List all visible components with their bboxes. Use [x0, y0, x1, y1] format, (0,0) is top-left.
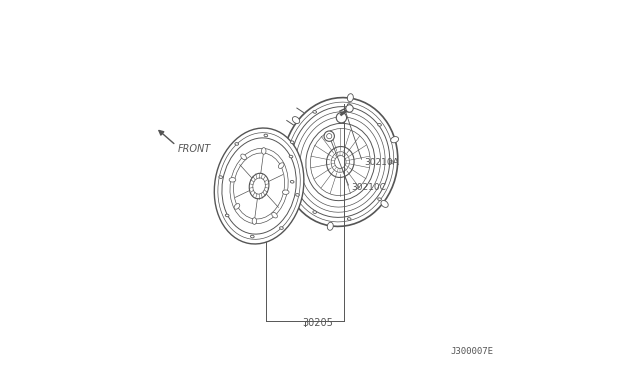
Text: 30205: 30205 [303, 318, 333, 328]
Ellipse shape [272, 212, 277, 218]
Ellipse shape [327, 222, 333, 230]
Text: J300007E: J300007E [451, 347, 493, 356]
Ellipse shape [289, 155, 293, 158]
Ellipse shape [283, 97, 398, 227]
Text: FRONT: FRONT [178, 144, 211, 154]
Ellipse shape [348, 104, 351, 106]
Ellipse shape [381, 201, 388, 208]
Ellipse shape [378, 198, 381, 201]
Ellipse shape [262, 148, 266, 154]
Ellipse shape [291, 141, 294, 144]
Ellipse shape [264, 134, 268, 137]
Ellipse shape [214, 128, 304, 244]
Ellipse shape [348, 94, 353, 102]
Circle shape [336, 112, 347, 123]
Ellipse shape [229, 177, 236, 182]
Ellipse shape [282, 190, 289, 195]
Ellipse shape [219, 176, 223, 179]
Circle shape [324, 131, 334, 141]
Ellipse shape [235, 142, 239, 145]
Ellipse shape [278, 163, 284, 169]
Ellipse shape [225, 214, 229, 217]
Ellipse shape [234, 203, 240, 209]
Text: 30210A: 30210A [364, 157, 399, 167]
Ellipse shape [291, 180, 294, 183]
Ellipse shape [282, 181, 290, 187]
Ellipse shape [241, 154, 246, 160]
Ellipse shape [390, 137, 399, 143]
Ellipse shape [390, 161, 394, 163]
Ellipse shape [378, 124, 381, 126]
Ellipse shape [252, 218, 257, 224]
Ellipse shape [313, 110, 317, 113]
Ellipse shape [313, 211, 317, 214]
Circle shape [346, 105, 353, 112]
Text: 30210C: 30210C [351, 183, 387, 192]
Ellipse shape [280, 227, 284, 230]
Ellipse shape [292, 116, 300, 124]
Ellipse shape [296, 193, 300, 196]
Ellipse shape [348, 218, 351, 220]
Ellipse shape [250, 235, 254, 238]
Circle shape [326, 134, 332, 139]
